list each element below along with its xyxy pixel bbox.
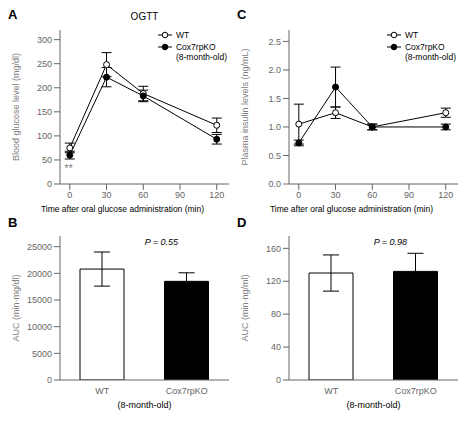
svg-text:200: 200: [37, 83, 52, 93]
svg-text:0: 0: [296, 190, 301, 200]
svg-text:Cox7rpKO: Cox7rpKO: [166, 386, 208, 396]
html-text:B: B: [8, 215, 18, 230]
svg-text:300: 300: [37, 35, 52, 45]
svg-text:20000: 20000: [27, 269, 52, 279]
svg-text:50: 50: [42, 155, 52, 165]
html-text:Time after oral glucose admini: Time after oral glucose administration (…: [269, 204, 434, 214]
html-text:Time after oral glucose admini: Time after oral glucose administration (…: [40, 204, 205, 214]
svg-text:150: 150: [37, 107, 52, 117]
svg-text:0: 0: [47, 179, 52, 189]
html-text:(8-month-old): (8-month-old): [117, 400, 172, 410]
svg-text:0: 0: [67, 190, 72, 200]
html-text:WT: WT: [176, 30, 190, 40]
svg-text:120: 120: [438, 190, 453, 200]
svg-text:80: 80: [271, 309, 281, 319]
svg-text:2.0: 2.0: [268, 65, 281, 75]
svg-text:15000: 15000: [27, 295, 52, 305]
html-text:D: D: [237, 215, 247, 230]
svg-text:60: 60: [367, 190, 377, 200]
svg-text:30: 30: [331, 190, 341, 200]
svg-text:0: 0: [276, 375, 281, 385]
svg-text:0.5: 0.5: [268, 151, 281, 161]
svg-text:AUC (min·mg/dl): AUC (min·mg/dl): [11, 274, 21, 341]
html-text:Cox7rpKO: Cox7rpKO: [176, 42, 216, 52]
svg-text:2.5: 2.5: [268, 37, 281, 47]
svg-text:25000: 25000: [27, 242, 52, 252]
html-text:(8-month-old): (8-month-old): [346, 400, 401, 410]
svg-text:100: 100: [37, 131, 52, 141]
svg-text:Cox7rpKO: Cox7rpKO: [395, 386, 437, 396]
svg-text:WT: WT: [95, 386, 109, 396]
svg-text:**: **: [64, 162, 73, 174]
html-text:A: A: [8, 7, 18, 22]
svg-text:160: 160: [266, 244, 281, 254]
html-text:(8-month-old): (8-month-old): [405, 52, 456, 62]
html-text:P = 0.98: P = 0.98: [373, 237, 408, 247]
svg-text:Plasma insulin levels (ng/mL): Plasma insulin levels (ng/mL): [240, 48, 250, 165]
svg-text:90: 90: [175, 190, 185, 200]
svg-text:0: 0: [47, 375, 52, 385]
html-text:(8-month-old): (8-month-old): [176, 52, 227, 62]
svg-text:10000: 10000: [27, 322, 52, 332]
html-text:WT: WT: [405, 30, 419, 40]
svg-text:0.0: 0.0: [268, 179, 281, 189]
svg-text:AUC (min·ng/ml): AUC (min·ng/ml): [240, 274, 250, 341]
svg-text:5000: 5000: [32, 349, 52, 359]
svg-text:120: 120: [266, 276, 281, 286]
svg-text:WT: WT: [324, 386, 338, 396]
html-text:P = 0.55: P = 0.55: [144, 237, 179, 247]
svg-text:60: 60: [138, 190, 148, 200]
svg-text:40: 40: [271, 342, 281, 352]
html-text:OGTT: OGTT: [130, 11, 159, 22]
html-text:C: C: [237, 7, 247, 22]
svg-text:Blood glucose level (mg/dl): Blood glucose level (mg/dl): [11, 53, 21, 161]
svg-text:120: 120: [209, 190, 224, 200]
html-text:Cox7rpKO: Cox7rpKO: [405, 42, 445, 52]
svg-text:250: 250: [37, 59, 52, 69]
svg-text:90: 90: [404, 190, 414, 200]
svg-text:1.0: 1.0: [268, 122, 281, 132]
svg-text:1.5: 1.5: [268, 94, 281, 104]
svg-text:30: 30: [102, 190, 112, 200]
